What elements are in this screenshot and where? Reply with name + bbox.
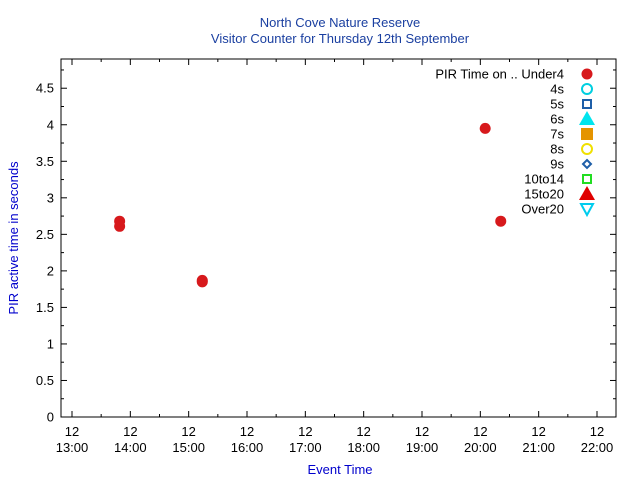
x-tick-label-day: 12 <box>123 424 137 439</box>
y-tick-label: 1 <box>47 336 54 351</box>
x-tick-label-time: 21:00 <box>522 440 555 455</box>
legend-marker-10to14 <box>582 174 592 184</box>
legend-label: 8s <box>550 142 564 157</box>
data-point-under4 <box>196 276 208 288</box>
x-tick-label-time: 16:00 <box>231 440 264 455</box>
y-axis-label: PIR active time in seconds <box>6 161 21 315</box>
chart-title: North Cove Nature Reserve Visitor Counte… <box>211 15 470 46</box>
y-tick-label: 0.5 <box>36 373 54 388</box>
y-tick-label: 0 <box>47 410 54 425</box>
x-tick-label-time: 22:00 <box>581 440 614 455</box>
y-tick-label: 2 <box>47 263 54 278</box>
x-axis-label: Event Time <box>307 462 372 477</box>
y-tick-label: 1.5 <box>36 300 54 315</box>
legend-marker-5s <box>582 99 592 109</box>
legend-marker-6s <box>579 111 595 125</box>
chart-title-line-2: Visitor Counter for Thursday 12th Septem… <box>211 31 470 46</box>
legend-label: 15to20 <box>524 187 564 202</box>
legend-label: 10to14 <box>524 172 564 187</box>
legend-label: 9s <box>550 157 564 172</box>
legend-label: PIR Time on .. Under4 <box>435 67 564 82</box>
legend-label: 4s <box>550 82 564 97</box>
y-axis-ticks: 0 0.5 1 1.5 2 2.5 3 3.5 4 4.5 <box>36 69 616 425</box>
x-tick-label-day: 12 <box>240 424 254 439</box>
data-point-under4 <box>114 220 126 232</box>
x-axis-ticks: 1213:001214:001215:001216:001217:001218:… <box>56 59 614 455</box>
legend-marker-4s <box>581 83 593 95</box>
x-tick-label-time: 13:00 <box>56 440 89 455</box>
x-tick-label-day: 12 <box>356 424 370 439</box>
data-point-under4 <box>479 122 491 134</box>
y-tick-label: 3 <box>47 190 54 205</box>
legend-label: 5s <box>550 97 564 112</box>
legend-marker-9s <box>581 158 593 170</box>
legend-marker-under4 <box>581 68 593 80</box>
x-tick-label-time: 14:00 <box>114 440 147 455</box>
x-tick-label-day: 12 <box>473 424 487 439</box>
x-tick-label-day: 12 <box>415 424 429 439</box>
x-tick-label-day: 12 <box>298 424 312 439</box>
legend-label: 6s <box>550 112 564 127</box>
x-tick-label-time: 20:00 <box>464 440 497 455</box>
y-tick-label: 2.5 <box>36 227 54 242</box>
legend-marker-8s <box>581 143 593 155</box>
x-tick-label-day: 12 <box>65 424 79 439</box>
y-tick-label: 3.5 <box>36 154 54 169</box>
legend-label: 7s <box>550 127 564 142</box>
legend-label: Over20 <box>521 202 564 217</box>
x-tick-label-day: 12 <box>590 424 604 439</box>
legend-marker-7s <box>581 128 593 140</box>
x-tick-label-time: 19:00 <box>406 440 439 455</box>
chart-title-line-1: North Cove Nature Reserve <box>260 15 420 30</box>
y-tick-label: 4 <box>47 117 54 132</box>
x-tick-label-time: 18:00 <box>347 440 380 455</box>
x-tick-label-day: 12 <box>531 424 545 439</box>
legend-marker-over20 <box>579 203 595 218</box>
plot-area-frame <box>60 58 617 418</box>
x-tick-label-time: 15:00 <box>172 440 205 455</box>
legend: PIR Time on .. Under44s5s6s7s8s9s10to141… <box>435 67 595 218</box>
x-tick-label-day: 12 <box>181 424 195 439</box>
y-tick-label: 4.5 <box>36 81 54 96</box>
x-tick-label-time: 17:00 <box>289 440 322 455</box>
legend-marker-15to20 <box>579 186 595 200</box>
data-point-under4 <box>495 215 507 227</box>
data-points <box>114 122 507 288</box>
